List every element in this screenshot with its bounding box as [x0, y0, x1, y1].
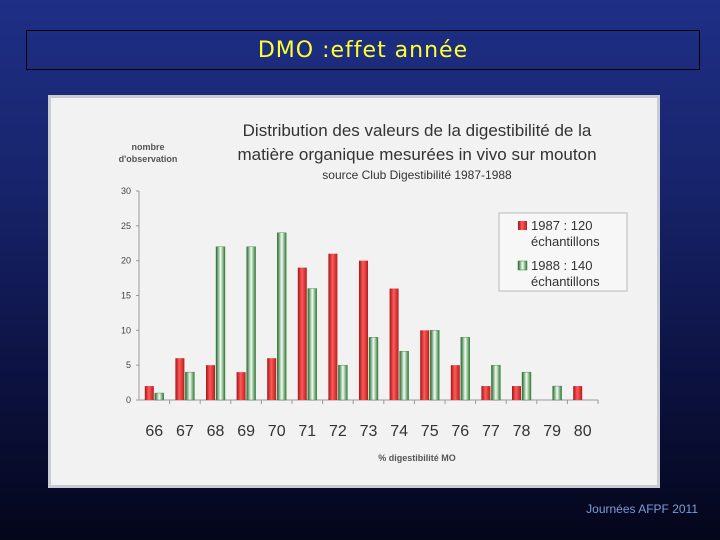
x-tick-label: 74: [390, 423, 408, 440]
bar-1988: [521, 371, 532, 401]
bar-1988: [185, 371, 195, 401]
bar-1987: [512, 386, 521, 400]
legend-swatch-1987: [518, 221, 527, 230]
x-tick-label: 68: [207, 423, 225, 440]
x-tick-label: 69: [237, 423, 255, 440]
y-axis-label-line2: d'observation: [119, 154, 178, 164]
y-axis-label-line1: nombre: [131, 142, 164, 152]
x-axis-label: % digestibilité MO: [378, 453, 456, 463]
bar-1987: [450, 365, 460, 400]
bar-1988: [460, 337, 470, 401]
y-tick-label: 20: [121, 256, 131, 266]
x-tick-label: 79: [543, 423, 561, 440]
bar-1988: [399, 351, 409, 401]
chart-frame: Distribution des valeurs de la digestibi…: [48, 95, 660, 488]
chart-title-line2: matière organique mesurées in vivo sur m…: [237, 145, 596, 164]
x-tick-label: 67: [176, 423, 194, 440]
legend-label-1988-line2: échantillons: [531, 274, 600, 289]
distribution-chart: Distribution des valeurs de la digestibi…: [119, 121, 628, 463]
bar-1987: [297, 267, 307, 400]
chart-subtitle: source Club Digestibilité 1987-1988: [322, 168, 512, 182]
bar-1988: [368, 337, 379, 401]
bar-1988: [338, 364, 348, 401]
y-tick-label: 10: [121, 325, 131, 335]
x-tick-label: 75: [421, 423, 439, 440]
y-tick-label: 15: [121, 291, 131, 301]
x-tick-label: 70: [268, 423, 286, 440]
slide-title: DMO :effet année: [26, 30, 700, 70]
y-tick-label: 0: [126, 395, 131, 405]
x-tick-label: 78: [513, 423, 531, 440]
bar-1987: [267, 358, 277, 400]
bar-1987: [328, 253, 338, 400]
x-tick-label: 77: [482, 423, 500, 440]
y-tick-label: 5: [126, 360, 131, 370]
x-tick-label: 76: [451, 423, 469, 440]
bar-1987: [481, 386, 491, 400]
x-ticks: 66 67 68 69 70 71 72 73 74 75 76 77 78 79 80: [145, 423, 591, 440]
chart-title-line1: Distribution des valeurs de la digestibi…: [243, 121, 592, 140]
bar-1988: [552, 385, 562, 401]
legend-label-1987-line2: échantillons: [531, 234, 600, 249]
bar-1988: [430, 330, 440, 401]
bar-1987: [359, 260, 368, 400]
bar-1987: [206, 365, 215, 400]
legend-label-1987-line1: 1987 : 120: [531, 218, 592, 233]
bar-1987: [389, 288, 399, 400]
footer-text: Journées AFPF 2011: [586, 502, 698, 516]
bar-1988: [276, 232, 287, 401]
bar-1987: [420, 330, 430, 400]
bar-1988: [215, 246, 226, 401]
bar-1987: [175, 358, 185, 400]
bar-1987: [573, 386, 583, 400]
bar-1988: [246, 246, 256, 401]
x-tick-label: 66: [145, 423, 163, 440]
y-tick-label: 30: [121, 186, 131, 196]
x-tick-label: 73: [360, 423, 378, 440]
x-tick-label: 80: [574, 423, 592, 440]
x-tick-label: 72: [329, 423, 347, 440]
bar-1987: [236, 372, 246, 400]
bar-1988: [491, 364, 501, 401]
bar-1988: [307, 288, 317, 401]
legend-label-1988-line1: 1988 : 140: [531, 258, 592, 273]
x-tick-label: 71: [298, 423, 316, 440]
legend: 1987 : 120 échantillons 1988 : 140 échan…: [498, 212, 628, 292]
legend-swatch-1988: [517, 260, 528, 271]
bar-1988: [154, 392, 165, 401]
bar-1987: [144, 386, 154, 400]
y-tick-label: 25: [121, 221, 131, 231]
y-ticks: 0 5 10 15 20 25 30: [121, 186, 139, 405]
bars-group: [144, 232, 599, 404]
